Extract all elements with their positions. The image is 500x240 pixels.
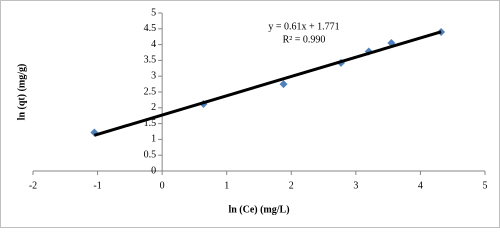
y-axis-title: ln (qt) (mg/g) xyxy=(16,64,27,121)
y-tick-label: 4 xyxy=(151,39,156,50)
trendline-equation: y = 0.61x + 1.771 xyxy=(268,21,339,32)
y-tick-label: 0 xyxy=(151,165,156,176)
y-tick-label: 4.5 xyxy=(144,23,157,34)
x-tick-label: -2 xyxy=(29,180,37,191)
x-tick-label: 4 xyxy=(418,180,423,191)
x-tick-label: 3 xyxy=(353,180,358,191)
trendline xyxy=(93,30,442,137)
x-tick-label: 5 xyxy=(483,180,488,191)
y-tick-label: 2.5 xyxy=(144,86,157,97)
y-tick-label: 5 xyxy=(151,7,156,18)
x-tick-label: 2 xyxy=(289,180,294,191)
y-tick-label: 1 xyxy=(151,134,156,145)
x-tick-label: 1 xyxy=(224,180,229,191)
x-axis-title: ln (Ce) (mg/L) xyxy=(228,204,289,215)
y-tick-label: 3 xyxy=(151,70,156,81)
y-tick-label: 1.5 xyxy=(144,118,157,129)
data-point xyxy=(279,80,288,89)
x-tick-label: 0 xyxy=(160,180,165,191)
y-tick-label: 0.5 xyxy=(144,149,157,160)
x-tick-label: -1 xyxy=(93,180,101,191)
trendline-r2: R² = 0.990 xyxy=(283,34,326,45)
y-tick-label: 2 xyxy=(151,102,156,113)
chart-border xyxy=(0,0,500,228)
chart: ln (Ce) (mg/L) ln (qt) (mg/g) y = 0.61x … xyxy=(0,0,500,228)
y-tick-label: 3.5 xyxy=(144,55,157,66)
